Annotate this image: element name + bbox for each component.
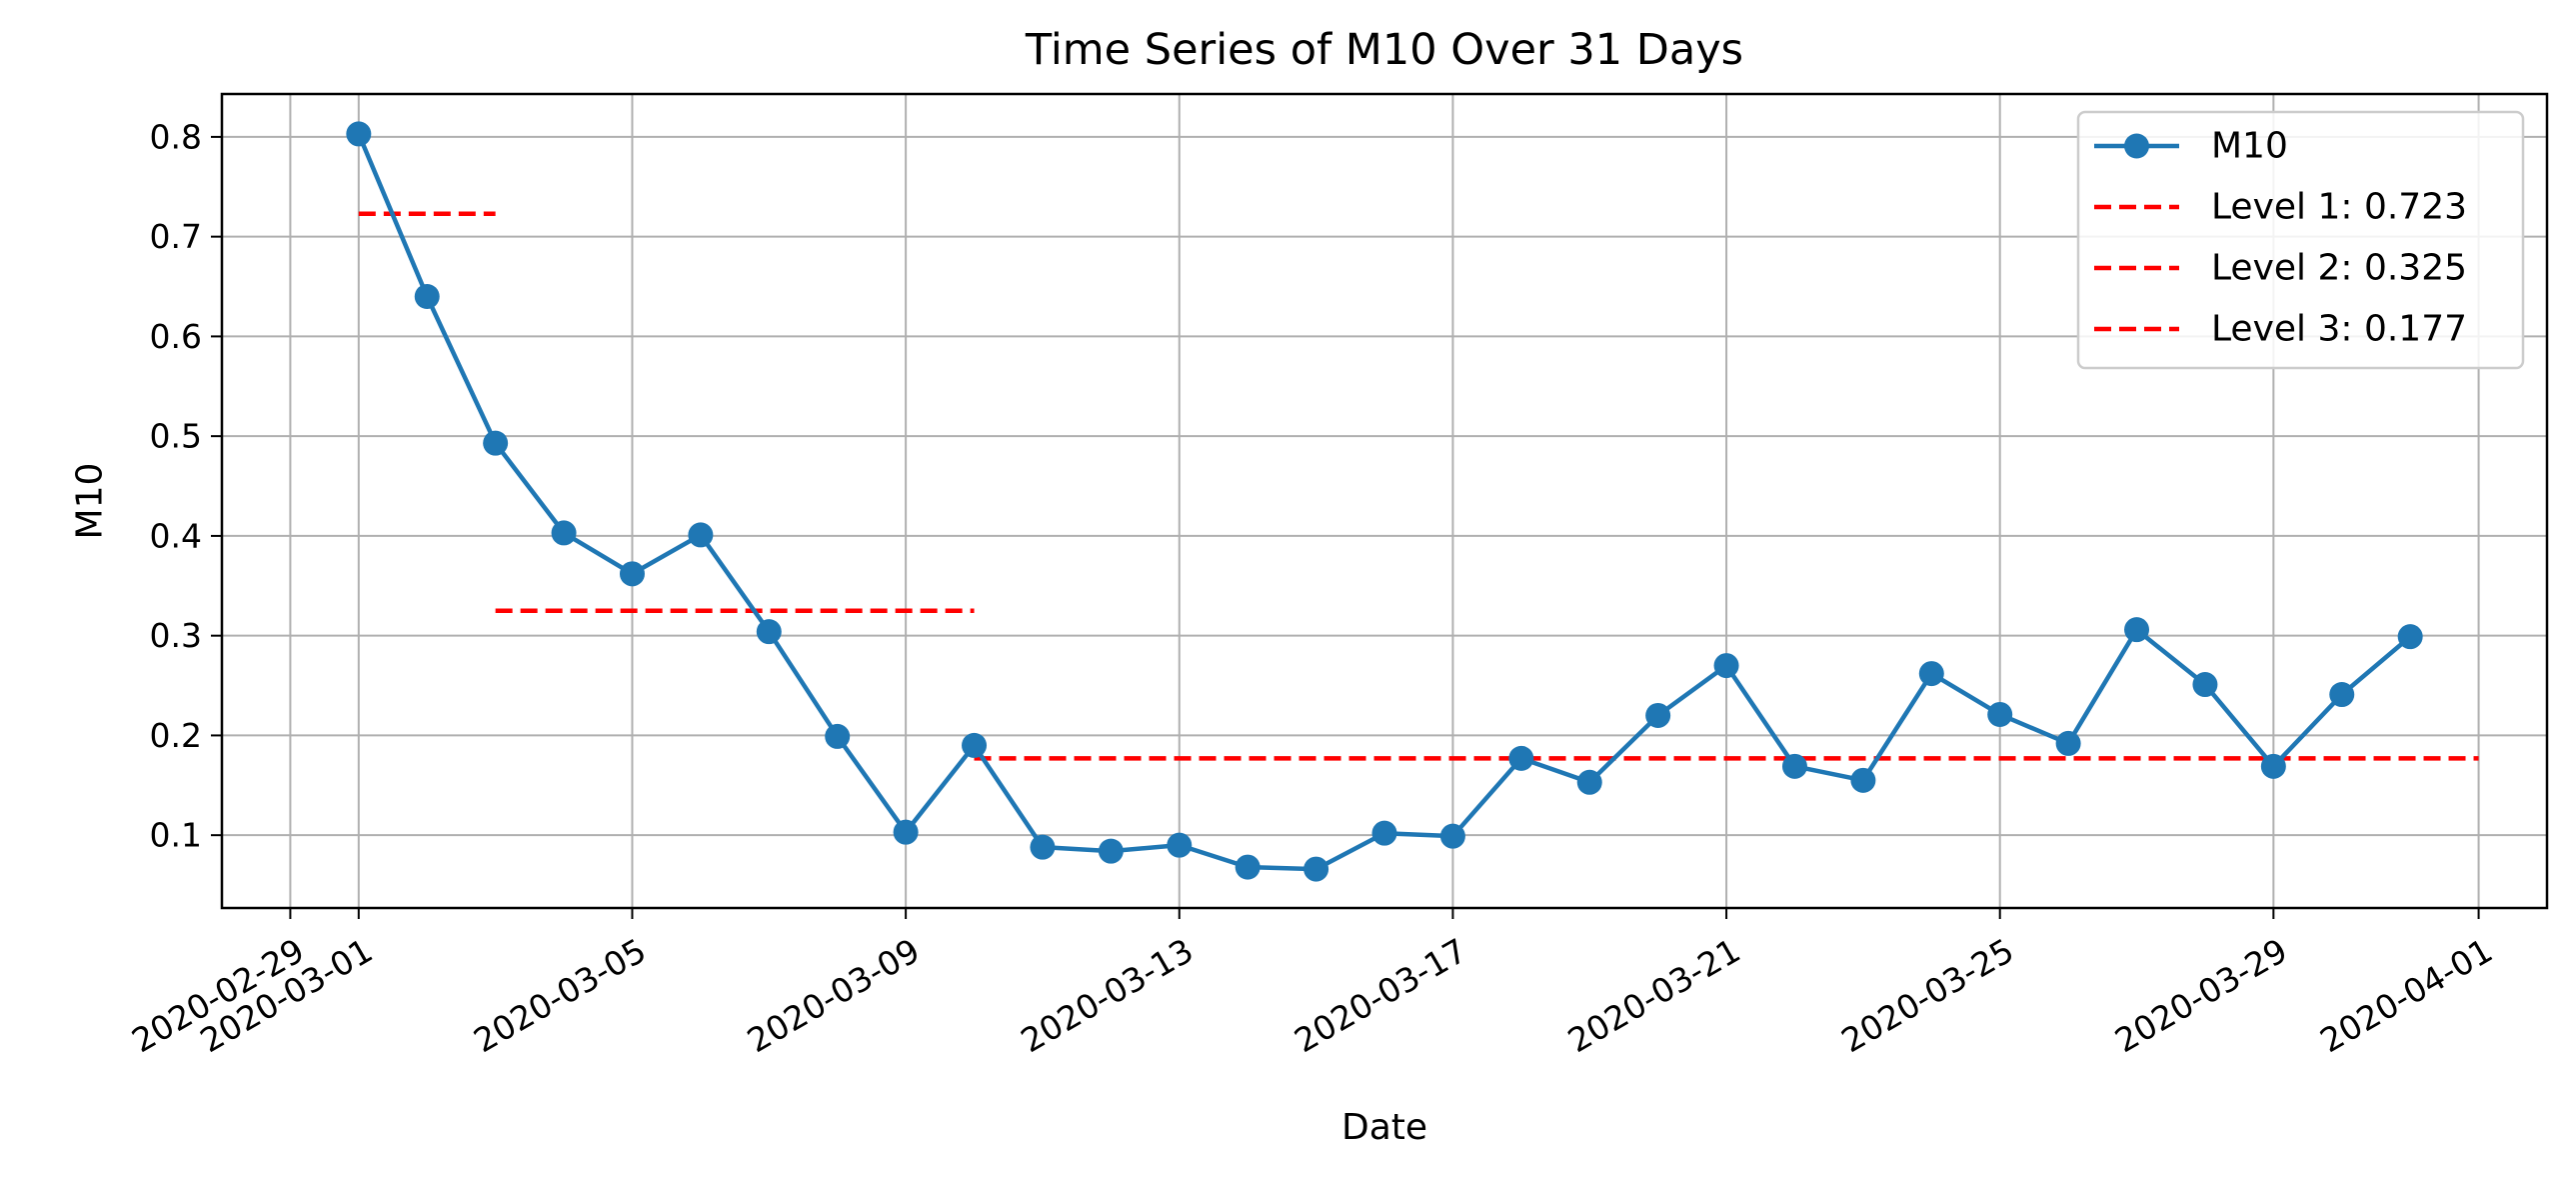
plot-frame bbox=[220, 92, 2549, 910]
x-tick-label: 2020-03-05 bbox=[467, 931, 653, 1061]
data-point bbox=[551, 520, 577, 546]
data-point bbox=[2124, 617, 2150, 643]
data-point bbox=[893, 819, 919, 845]
data-point bbox=[1098, 838, 1124, 864]
data-point bbox=[1235, 854, 1261, 880]
data-point bbox=[1371, 820, 1397, 846]
legend-box bbox=[2076, 110, 2525, 370]
data-point bbox=[1303, 856, 1329, 882]
legend-item: Level 3: 0.177 bbox=[2094, 309, 2467, 350]
x-tick-label: 2020-03-25 bbox=[1835, 931, 2021, 1061]
legend-item: Level 2: 0.325 bbox=[2094, 248, 2467, 289]
data-point bbox=[2397, 624, 2423, 650]
data-point bbox=[483, 430, 509, 456]
legend-label: Level 3: 0.177 bbox=[2211, 309, 2467, 350]
data-point bbox=[1987, 701, 2013, 727]
data-point bbox=[1508, 745, 1534, 771]
y-tick-label: 0.8 bbox=[150, 117, 202, 156]
data-point bbox=[346, 121, 372, 147]
legend: M10 Level 1: 0.723 Level 2: 0.325 Level 3: … bbox=[2076, 110, 2525, 370]
x-tick-label: 2020-03-17 bbox=[1288, 931, 1473, 1061]
y-tick-label: 0.5 bbox=[150, 417, 202, 456]
y-tick-label: 0.2 bbox=[150, 716, 202, 755]
series-m10 bbox=[346, 121, 2423, 882]
data-point bbox=[688, 522, 714, 548]
data-point bbox=[1781, 753, 1807, 779]
data-point bbox=[1918, 661, 1944, 687]
level-lines bbox=[358, 211, 2479, 761]
legend-item: M10 bbox=[2094, 126, 2288, 167]
chart-title: Time Series of M10 Over 31 Days bbox=[1025, 25, 1743, 75]
data-point bbox=[1576, 769, 1602, 795]
data-point bbox=[962, 732, 988, 758]
y-tick-label: 0.3 bbox=[150, 616, 202, 655]
y-axis-label: M10 bbox=[70, 463, 111, 540]
data-point bbox=[2055, 730, 2081, 756]
x-tick-label: 2020-04-01 bbox=[2313, 931, 2499, 1061]
data-point bbox=[1713, 653, 1739, 679]
data-point bbox=[2260, 753, 2286, 779]
data-point bbox=[2192, 672, 2218, 698]
y-tick-label: 0.4 bbox=[150, 516, 202, 555]
legend-label: Level 2: 0.325 bbox=[2211, 248, 2467, 289]
x-tick-label: 2020-03-21 bbox=[1561, 931, 1747, 1061]
grid bbox=[222, 94, 2547, 908]
data-point bbox=[1167, 832, 1193, 858]
data-point bbox=[619, 561, 645, 587]
y-tick-label: 0.1 bbox=[150, 816, 202, 855]
legend-label: M10 bbox=[2211, 126, 2288, 167]
data-point bbox=[756, 619, 782, 645]
data-point bbox=[1645, 702, 1671, 728]
x-tick-label: 2020-03-09 bbox=[741, 931, 927, 1061]
x-tick-label: 2020-03-13 bbox=[1015, 931, 1201, 1061]
data-point bbox=[1030, 834, 1056, 860]
data-point bbox=[414, 284, 440, 310]
legend-marker bbox=[2124, 133, 2149, 159]
legend-label: Level 1: 0.723 bbox=[2211, 187, 2467, 228]
data-point bbox=[825, 723, 851, 749]
data-point bbox=[2329, 682, 2355, 708]
y-tick-label: 0.6 bbox=[150, 317, 202, 356]
y-axis-ticks: 0.1 0.2 0.3 0.4 0.5 0.6 0.7 0.8 bbox=[150, 117, 222, 855]
x-tick-label: 2020-03-29 bbox=[2108, 931, 2294, 1061]
data-point bbox=[1439, 823, 1465, 849]
data-point bbox=[1850, 767, 1876, 793]
y-tick-label: 0.7 bbox=[150, 217, 202, 256]
x-axis-label: Date bbox=[1341, 1107, 1427, 1148]
legend-item: Level 1: 0.723 bbox=[2094, 187, 2467, 228]
